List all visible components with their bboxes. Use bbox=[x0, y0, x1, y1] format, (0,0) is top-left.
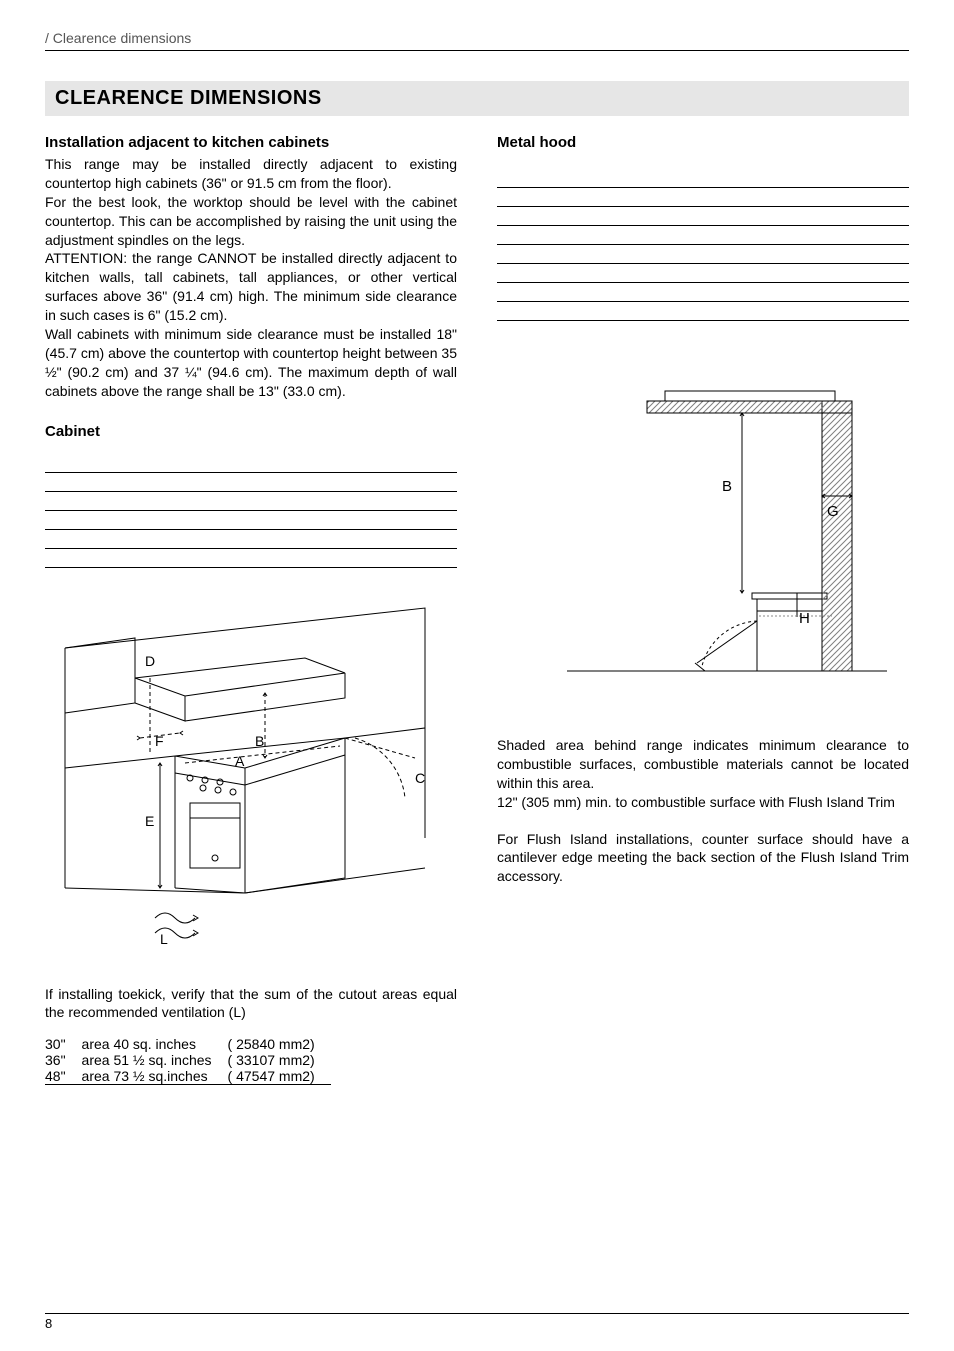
blank-line bbox=[45, 454, 457, 473]
page-number: 8 bbox=[45, 1316, 52, 1331]
right-p2: 12" (305 mm) min. to combustible surface… bbox=[497, 793, 909, 812]
blank-line bbox=[497, 264, 909, 283]
section-title-banner: CLEARENCE DIMENSIONS bbox=[45, 81, 909, 116]
blank-line bbox=[497, 245, 909, 264]
right-p1: Shaded area behind range indicates minim… bbox=[497, 736, 909, 793]
vent-mm: ( 25840 mm2) bbox=[228, 1036, 331, 1052]
two-column-layout: Installation adjacent to kitchen cabinet… bbox=[45, 134, 909, 1085]
ventilation-table: 30" area 40 sq. inches ( 25840 mm2) 36" … bbox=[45, 1036, 331, 1085]
label-b2: B bbox=[722, 478, 732, 495]
install-p3: ATTENTION: the range CANNOT be installed… bbox=[45, 249, 457, 325]
hood-diagram: B G H bbox=[497, 361, 909, 706]
label-b: B bbox=[255, 733, 264, 749]
right-column: Metal hood bbox=[497, 134, 909, 1085]
install-p1: This range may be installed directly adj… bbox=[45, 155, 457, 193]
hood-diagram-svg: B G H bbox=[497, 361, 897, 701]
cabinet-diagram: D F B A C E L bbox=[45, 588, 457, 973]
install-p2: For the best look, the worktop should be… bbox=[45, 193, 457, 250]
cabinet-diagram-svg: D F B A C E L bbox=[45, 588, 445, 968]
metal-hood-blank-lines bbox=[497, 169, 909, 321]
label-d: D bbox=[145, 653, 155, 669]
blank-line bbox=[497, 188, 909, 207]
blank-line bbox=[45, 511, 457, 530]
install-p4: Wall cabinets with minimum side clearanc… bbox=[45, 325, 457, 401]
vent-size: 48" bbox=[45, 1068, 82, 1085]
blank-line bbox=[497, 302, 909, 321]
blank-line bbox=[45, 473, 457, 492]
page-footer: 8 bbox=[45, 1313, 909, 1331]
vent-row: 30" area 40 sq. inches ( 25840 mm2) bbox=[45, 1036, 331, 1052]
blank-line bbox=[497, 169, 909, 188]
vent-mm: ( 47547 mm2) bbox=[228, 1068, 331, 1085]
breadcrumb: / Clearence dimensions bbox=[45, 30, 909, 51]
label-g: G bbox=[827, 503, 839, 520]
label-f: F bbox=[155, 733, 164, 749]
cabinet-heading: Cabinet bbox=[45, 423, 457, 440]
left-column: Installation adjacent to kitchen cabinet… bbox=[45, 134, 457, 1085]
vent-row: 48" area 73 ½ sq.inches ( 47547 mm2) bbox=[45, 1068, 331, 1085]
label-h: H bbox=[799, 610, 810, 627]
label-e: E bbox=[145, 813, 154, 829]
install-heading: Installation adjacent to kitchen cabinet… bbox=[45, 134, 457, 151]
vent-size: 36" bbox=[45, 1052, 82, 1068]
vent-area: area 73 ½ sq.inches bbox=[82, 1068, 228, 1085]
blank-line bbox=[45, 492, 457, 511]
vent-mm: ( 33107 mm2) bbox=[228, 1052, 331, 1068]
vent-size: 30" bbox=[45, 1036, 82, 1052]
blank-line bbox=[497, 226, 909, 245]
page: / Clearence dimensions CLEARENCE DIMENSI… bbox=[0, 0, 954, 1351]
blank-line bbox=[45, 549, 457, 568]
cabinet-blank-lines bbox=[45, 454, 457, 568]
metal-hood-heading: Metal hood bbox=[497, 134, 909, 151]
ventilation-intro: If installing toekick, verify that the s… bbox=[45, 985, 457, 1023]
blank-line bbox=[497, 207, 909, 226]
vent-area: area 51 ½ sq. inches bbox=[82, 1052, 228, 1068]
blank-line bbox=[497, 283, 909, 302]
right-p3: For Flush Island installations, counter … bbox=[497, 830, 909, 887]
blank-line bbox=[45, 530, 457, 549]
label-a: A bbox=[235, 753, 245, 769]
label-l: L bbox=[160, 931, 168, 947]
label-c: C bbox=[415, 770, 425, 786]
vent-row: 36" area 51 ½ sq. inches ( 33107 mm2) bbox=[45, 1052, 331, 1068]
vent-area: area 40 sq. inches bbox=[82, 1036, 228, 1052]
